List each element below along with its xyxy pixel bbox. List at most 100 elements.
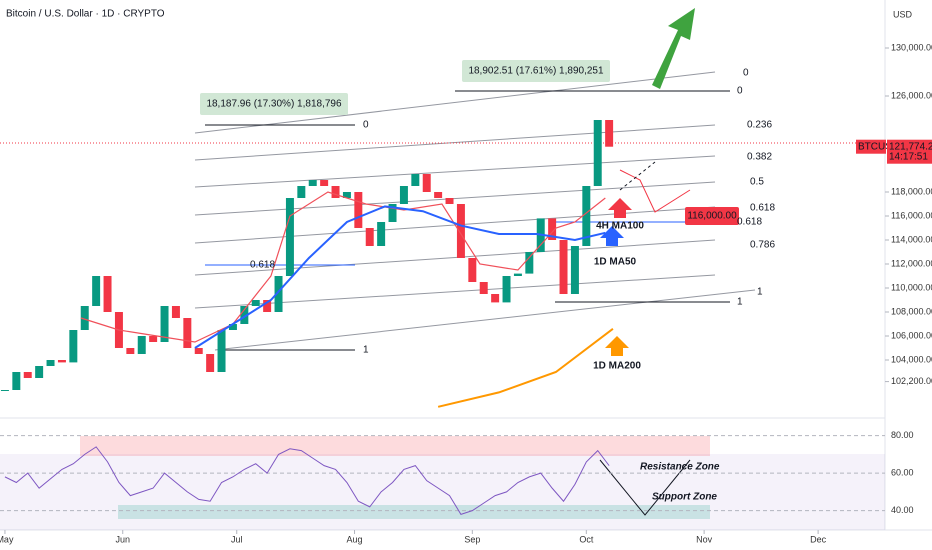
candle — [399, 186, 408, 204]
candle — [183, 318, 192, 348]
channel-line — [194, 239, 716, 276]
candle — [160, 306, 169, 342]
candle — [456, 204, 465, 258]
y-tick-label: 126,000.00 — [891, 90, 932, 100]
y-tick-label: 130,000.00 — [891, 42, 932, 52]
candle — [331, 186, 340, 198]
resistance-zone — [80, 436, 710, 456]
measure-box — [462, 60, 610, 82]
candle — [263, 300, 272, 312]
candle — [274, 276, 283, 312]
ma-label: 4H MA100 — [596, 221, 644, 232]
y-tick-label: 110,000.00 — [891, 282, 932, 292]
candle — [559, 240, 568, 294]
fib-label: 0.618 — [750, 203, 775, 214]
ma-label: 1D MA50 — [594, 257, 637, 268]
candle — [388, 204, 397, 222]
candle — [228, 324, 237, 330]
channel-line — [194, 124, 716, 161]
candle — [297, 186, 306, 198]
candle — [46, 360, 55, 366]
candle — [35, 366, 44, 378]
candle — [206, 354, 215, 372]
candle — [525, 252, 534, 274]
candle — [12, 372, 21, 390]
fib-label: 0.236 — [747, 120, 772, 131]
fib-label: 0 — [737, 86, 743, 97]
rsi-line — [4, 446, 610, 515]
candle — [92, 276, 101, 306]
x-tick-label: Aug — [347, 534, 363, 544]
candle — [320, 180, 329, 186]
x-tick-label: Jun — [115, 534, 130, 544]
x-tick-label: Sep — [464, 534, 480, 544]
fib-label: 1 — [757, 287, 763, 298]
candle — [502, 276, 511, 303]
candle — [445, 198, 454, 204]
measure-text: 18,902.51 (17.61%) 1,890,251 — [468, 66, 604, 77]
candle — [354, 192, 363, 228]
levels — [205, 90, 730, 351]
candle — [377, 222, 386, 246]
channel-line — [194, 181, 716, 216]
candle — [308, 180, 317, 186]
y-tick-label: 102,200.00 — [891, 376, 932, 386]
fib-label: 0.618 — [250, 260, 275, 271]
fib-label: 1 — [737, 297, 743, 308]
y-tick-label: 114,000.00 — [891, 234, 932, 244]
fib-label: 1 — [363, 345, 369, 356]
currency: USD — [893, 9, 913, 19]
fib-label: 0.5 — [750, 177, 764, 188]
candle — [605, 120, 614, 147]
candle — [103, 276, 112, 312]
candle — [513, 273, 522, 276]
candle — [422, 174, 431, 192]
candle — [570, 246, 579, 294]
ma-line — [80, 191, 606, 343]
projection — [619, 161, 656, 191]
measure-text: 18,187.96 (17.30%) 1,818,796 — [206, 99, 342, 110]
countdown: 14:17:51 — [889, 151, 928, 162]
candle — [582, 186, 591, 246]
rsi-band — [0, 454, 885, 530]
candle — [491, 294, 500, 303]
candle — [0, 390, 9, 391]
x-tick-label: Dec — [810, 534, 827, 544]
last-price: 121,774.23 — [889, 141, 932, 152]
channel-line — [214, 289, 756, 351]
x-tick-label: Nov — [696, 534, 713, 544]
measure-box — [200, 93, 348, 115]
fib-label: 0 — [743, 68, 749, 79]
candle — [57, 360, 66, 363]
fib-label: 0.786 — [750, 240, 775, 251]
candle — [411, 174, 420, 186]
ma-label: 1D MA200 — [593, 361, 641, 372]
candle — [23, 372, 32, 378]
rsi-path — [599, 459, 691, 516]
up-arrow — [652, 8, 695, 89]
y-tick-label: 106,000.00 — [891, 330, 932, 340]
channel-line — [194, 71, 716, 134]
candle — [217, 330, 226, 372]
fib-label: 0.618 — [737, 217, 762, 228]
candle — [80, 306, 89, 330]
target-label: 116,000.00 — [687, 211, 737, 222]
orange-arrow — [605, 336, 629, 356]
candle — [126, 348, 135, 354]
candle — [149, 336, 158, 342]
ma-line — [437, 328, 614, 408]
rsi-tick-label: 80.00 — [891, 430, 914, 440]
candle — [548, 218, 557, 240]
candle — [365, 228, 374, 246]
y-tick-label: 112,000.00 — [891, 258, 932, 268]
zone-label: Resistance Zone — [640, 462, 720, 473]
price-box — [887, 139, 932, 164]
projection — [619, 169, 691, 213]
price-tag — [856, 139, 886, 154]
title: Bitcoin / U.S. Dollar · 1D · CRYPTO — [6, 9, 165, 20]
fib-label: 0.382 — [747, 152, 772, 163]
zone-label: Support Zone — [652, 492, 717, 503]
channel-line — [194, 155, 716, 188]
candle — [342, 192, 351, 198]
